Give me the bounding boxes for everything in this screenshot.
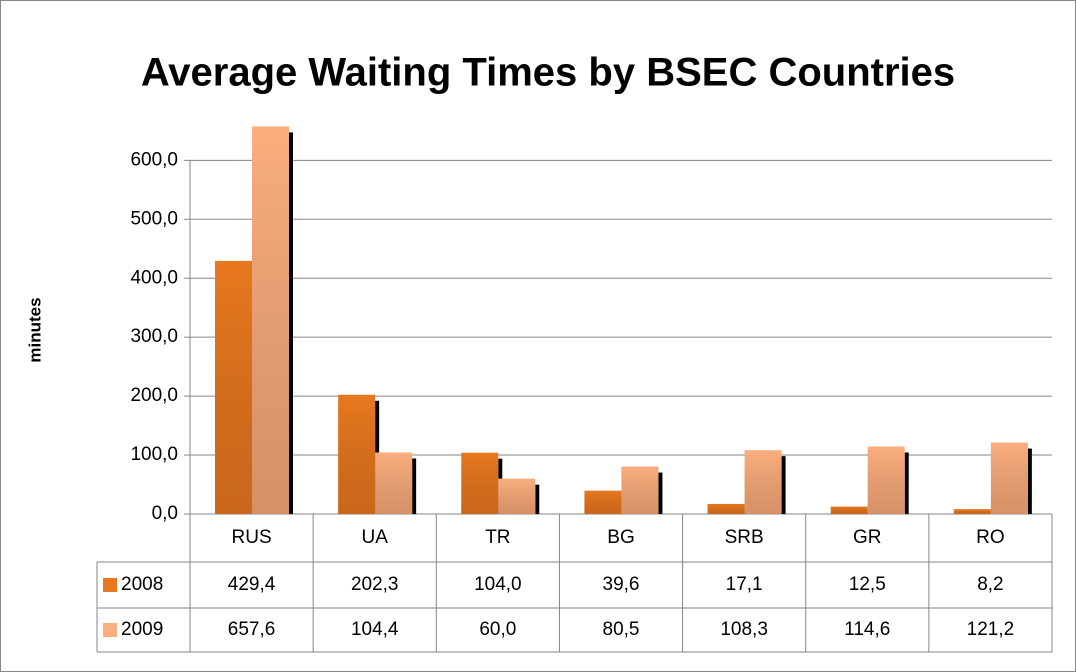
y-tick-label: 100,0 [130, 444, 178, 465]
bar-shade [375, 452, 413, 514]
bar-shade [744, 450, 782, 514]
chart-title: Average Waiting Times by BSEC Countries [141, 51, 955, 95]
table-value: 108,3 [720, 619, 768, 640]
bar-shade [584, 490, 622, 514]
bar-shade [990, 442, 1028, 514]
bar-shade [621, 466, 659, 514]
table-value: 114,6 [844, 619, 890, 640]
table-value: 104,0 [474, 574, 522, 595]
bar-shade [498, 478, 536, 514]
bar-shade [953, 509, 991, 514]
x-tick-label: TR [485, 527, 510, 548]
bar-shadow [658, 472, 663, 514]
bar-shade [461, 452, 499, 514]
bar-shade [867, 446, 905, 514]
x-tick-label: BG [607, 527, 634, 548]
legend-key [103, 578, 117, 592]
bar-shadow [1027, 448, 1032, 514]
y-tick-label: 600,0 [130, 149, 178, 170]
x-tick-label: RUS [232, 527, 272, 548]
legend-key [103, 623, 117, 637]
table-value: 429,4 [228, 574, 276, 595]
table-value: 202,3 [351, 574, 399, 595]
table-value: 104,4 [351, 619, 399, 640]
legend-label: 2009 [121, 619, 163, 640]
y-tick-label: 0,0 [152, 503, 178, 524]
bar-shadow [289, 132, 293, 514]
table-value: 60,0 [479, 619, 516, 640]
bar-shadow [535, 484, 540, 514]
y-tick-label: 500,0 [130, 208, 178, 229]
table-value: 8,2 [977, 574, 1003, 595]
y-tick-label: 300,0 [130, 326, 178, 347]
x-tick-label: GR [853, 527, 882, 548]
y-tick-label: 200,0 [130, 385, 178, 406]
bar-shade [252, 126, 289, 514]
y-axis-title: minutes [25, 297, 44, 362]
table-value: 39,6 [603, 574, 640, 595]
y-tick-label: 400,0 [130, 267, 178, 288]
bar-shade [830, 506, 868, 514]
table-value: 17,1 [726, 574, 763, 595]
table-value: 12,5 [849, 574, 886, 595]
table-value: 657,6 [228, 619, 276, 640]
bar-shadow [412, 458, 417, 514]
bar-shade [338, 394, 376, 514]
x-tick-label: SRB [725, 527, 764, 548]
table-value: 121,2 [967, 619, 1015, 640]
x-tick-label: UA [362, 527, 389, 548]
x-tick-label: RO [976, 527, 1005, 548]
bar-shade [215, 260, 252, 514]
bar-shade [707, 503, 745, 514]
legend-label: 2008 [121, 574, 163, 595]
table-value: 80,5 [603, 619, 640, 640]
bar-shadow [904, 452, 909, 514]
bar-shadow [781, 456, 786, 514]
